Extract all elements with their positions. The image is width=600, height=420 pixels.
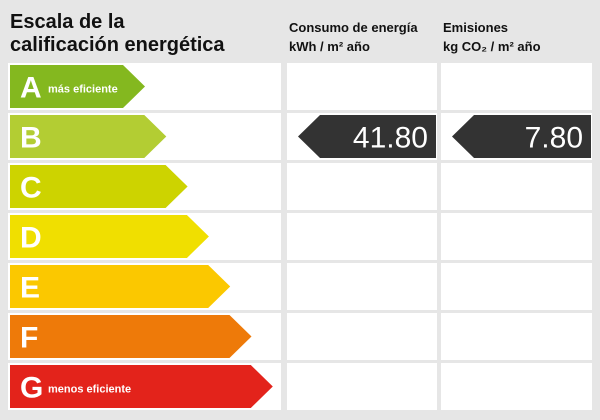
column-title: Consumo de energía: [289, 20, 418, 35]
value-cell: [441, 63, 592, 110]
rating-arrow: [10, 365, 273, 408]
title: Escala de la: [10, 11, 125, 33]
value-cell: [287, 263, 437, 310]
rating-note: menos eficiente: [48, 384, 131, 396]
rating-letter: G: [20, 372, 43, 405]
rating-arrow: [10, 65, 145, 108]
value-cell: [441, 213, 592, 260]
column-title: Emisiones: [443, 20, 508, 35]
rating-arrow: [10, 265, 231, 308]
title: calificación energética: [10, 34, 225, 56]
rating-arrow: [10, 115, 167, 158]
value-cell: [441, 263, 592, 310]
value-cell: [441, 363, 592, 410]
rating-letter: A: [20, 72, 42, 105]
rating-arrow: [10, 215, 209, 258]
rating-arrow: [10, 315, 252, 358]
value-cell: [287, 313, 437, 360]
rating-letter: D: [20, 222, 42, 255]
value-cell: [441, 313, 592, 360]
value-cell: [287, 363, 437, 410]
rating-indicator: [452, 115, 591, 158]
rating-value: 41.80: [353, 122, 428, 155]
rating-indicator: [298, 115, 436, 158]
column-unit: kWh / m² año: [289, 39, 370, 54]
rating-note: más eficiente: [48, 84, 118, 96]
value-cell: [287, 63, 437, 110]
rating-value: 7.80: [525, 122, 583, 155]
rating-letter: B: [20, 122, 42, 155]
rating-letter: E: [20, 272, 40, 305]
value-cell: [287, 163, 437, 210]
rating-letter: F: [20, 322, 38, 355]
value-cell: [441, 163, 592, 210]
column-unit: kg CO₂ / m² año: [443, 39, 541, 54]
rating-letter: C: [20, 172, 42, 205]
rating-arrow: [10, 165, 188, 208]
value-cell: [287, 213, 437, 260]
